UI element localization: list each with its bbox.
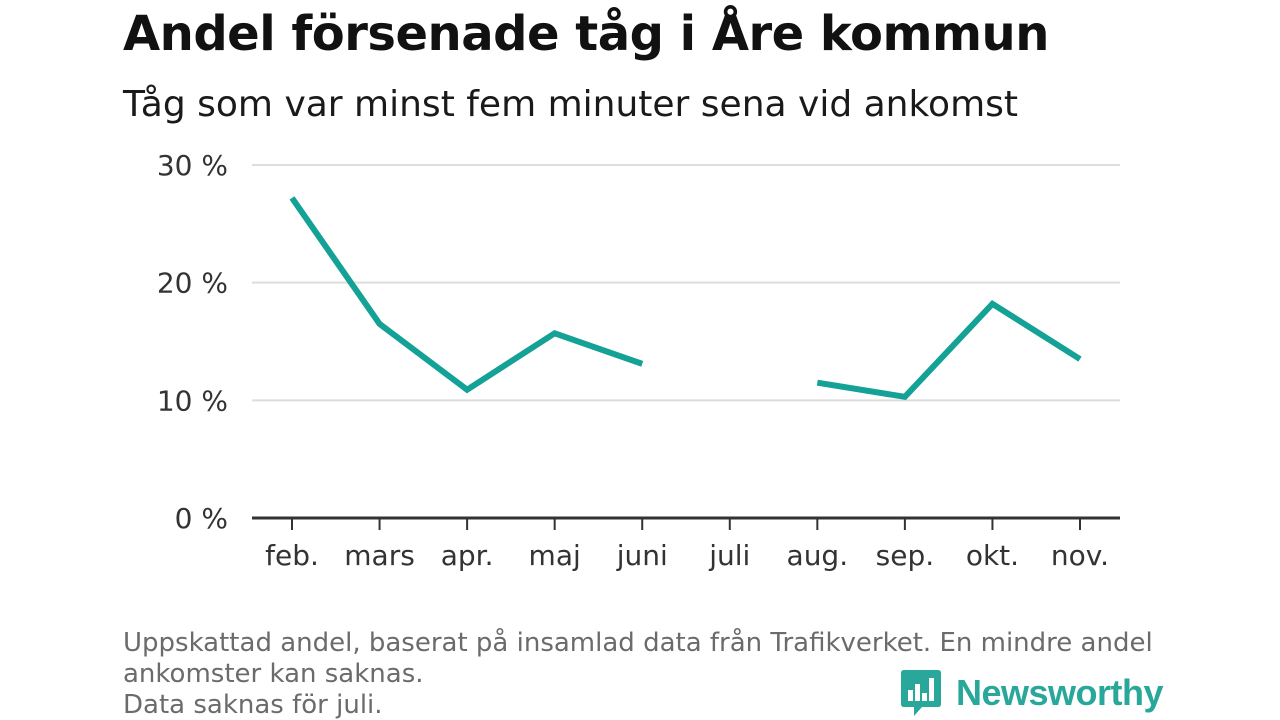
y-tick-label: 30 % <box>157 149 228 182</box>
x-tick-label: nov. <box>1051 539 1109 572</box>
newsworthy-bar-chart-icon <box>901 670 941 716</box>
newsworthy-logo: Newsworthy <box>900 668 1164 718</box>
x-tick-label: apr. <box>441 539 494 572</box>
footnote: Uppskattad andel, baserat på insamlad da… <box>123 628 1163 720</box>
x-tick-label: maj <box>529 539 581 572</box>
x-tick-label: mars <box>344 539 415 572</box>
x-tick-label: aug. <box>787 539 849 572</box>
y-tick-label: 10 % <box>157 384 228 417</box>
footnote-line-1: Uppskattad andel, baserat på insamlad da… <box>123 628 1153 658</box>
series-line-segment <box>289 196 644 394</box>
chart-title: Andel försenade tåg i Åre kommun <box>123 6 1049 62</box>
x-tick-label: sep. <box>876 539 935 572</box>
x-tick-label: juli <box>708 539 750 572</box>
logo-text: Newsworthy <box>956 672 1164 713</box>
y-axis: 0 % 10 % 20 % 30 % <box>157 149 228 535</box>
x-tick-label: feb. <box>265 539 319 572</box>
chart-subtitle: Tåg som var minst fem minuter sena vid a… <box>123 84 1019 125</box>
grid-lines <box>252 164 1120 402</box>
x-axis: feb. mars apr. maj juni juli aug. sep. okt. nov. <box>252 516 1120 572</box>
line-chart: 0 % 10 % 20 % 30 % feb. mars apr. maj juni juli a… <box>157 149 1120 572</box>
x-tick-label: okt. <box>966 539 1019 572</box>
y-tick-label: 20 % <box>157 267 228 300</box>
series-line-segment <box>816 299 1082 401</box>
footnote-line-2: ankomster kan saknas. <box>123 659 424 689</box>
footnote-line-3: Data saknas för juli. <box>123 690 383 720</box>
x-tick-label: juni <box>616 539 668 572</box>
y-tick-label: 0 % <box>175 502 228 535</box>
series-lines <box>289 196 1082 401</box>
